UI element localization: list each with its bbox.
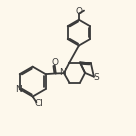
Text: O: O: [75, 7, 82, 16]
Text: Cl: Cl: [34, 99, 43, 108]
Text: O: O: [51, 58, 58, 67]
Text: N: N: [59, 68, 65, 77]
Text: S: S: [93, 73, 99, 82]
Text: N: N: [15, 85, 21, 94]
